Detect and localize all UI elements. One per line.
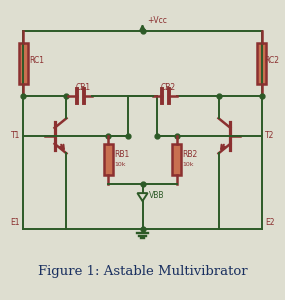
Text: +Vcc: +Vcc <box>147 16 167 25</box>
Text: Figure 1: Astable Multivibrator: Figure 1: Astable Multivibrator <box>38 266 247 278</box>
Text: E2: E2 <box>265 218 274 227</box>
Text: E1: E1 <box>11 218 20 227</box>
Text: 10k: 10k <box>182 162 194 167</box>
Text: RB2: RB2 <box>182 150 198 159</box>
Text: CB2: CB2 <box>161 83 176 92</box>
Text: VBB: VBB <box>149 190 164 200</box>
Text: CB1: CB1 <box>76 83 91 92</box>
FancyBboxPatch shape <box>257 43 266 84</box>
FancyBboxPatch shape <box>104 145 113 176</box>
Text: 10k: 10k <box>114 162 126 167</box>
Text: RC2: RC2 <box>264 56 279 65</box>
FancyBboxPatch shape <box>19 43 28 84</box>
FancyBboxPatch shape <box>172 145 181 176</box>
Text: T1: T1 <box>11 131 20 140</box>
Text: RC1: RC1 <box>30 56 45 65</box>
Text: RB1: RB1 <box>114 150 129 159</box>
Text: T2: T2 <box>265 131 274 140</box>
